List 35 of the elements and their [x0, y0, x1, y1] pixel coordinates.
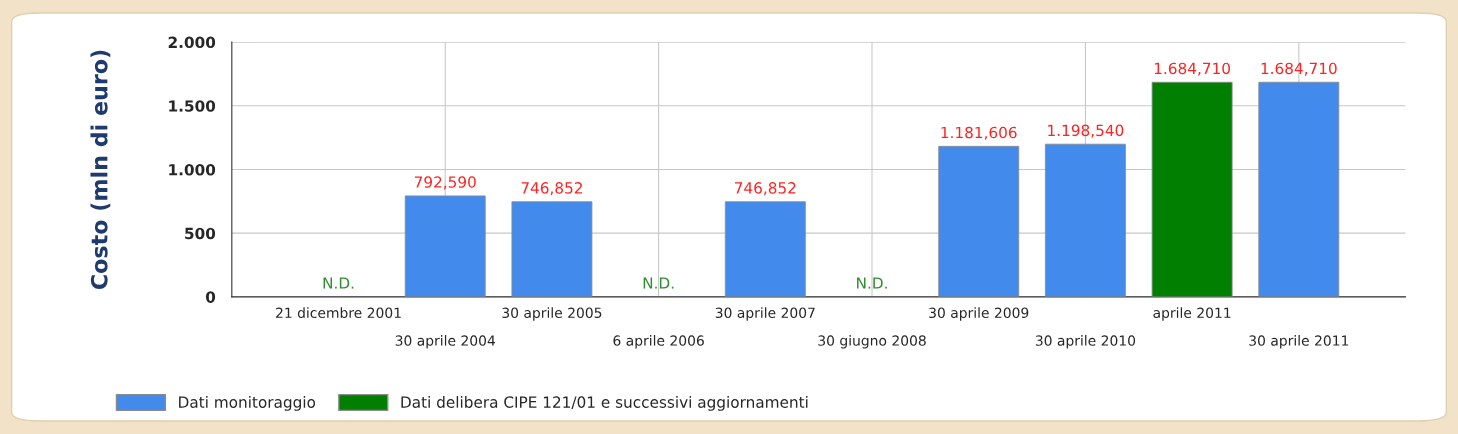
x-tick-label: 30 aprile 2010: [1035, 335, 1136, 349]
data-label: 1.684,710: [1261, 62, 1337, 76]
x-tick-label: 30 aprile 2007: [715, 307, 815, 321]
data-label: 1.198,540: [1048, 124, 1124, 138]
text: N.D.: [643, 277, 674, 289]
data-label: 746,852: [734, 182, 796, 196]
data-label: 746,852: [521, 182, 582, 196]
x-tick-label: 30 aprile 2009: [929, 307, 1029, 321]
x-tick-label: 6 aprile 2006: [613, 335, 704, 349]
legend-label: Dati monitoraggio: [179, 396, 316, 411]
x-tick-label: 30 aprile 2005: [502, 307, 602, 321]
data-label: 1.181,606: [941, 126, 1017, 140]
x-tick-label: 30 aprile 2011: [1249, 335, 1349, 349]
x-tick-label: aprile 2011: [1153, 307, 1231, 321]
bar: [1258, 81, 1340, 297]
data-label: 1.684,710: [1154, 62, 1230, 76]
x-tick-label: 30 aprile 2004: [395, 335, 496, 349]
bar: [404, 195, 486, 297]
text: N.D.: [857, 277, 887, 289]
bar: [938, 145, 1020, 297]
x-tick-label: 21 dicembre 2001: [276, 307, 401, 319]
data-label: 792,590: [414, 176, 476, 190]
x-tick-label: 30 giugno 2008: [818, 335, 926, 349]
bar: [511, 201, 593, 297]
bar: [1151, 81, 1233, 297]
y-tick-label: 1.500: [169, 100, 216, 112]
text: N.D.: [323, 277, 354, 289]
y-axis-title: Costo (mln di euro): [90, 50, 111, 290]
legend-label: Dati delibera CIPE 121/01 e successivi aggiornamenti: [401, 396, 808, 411]
y-tick-label: 2.000: [168, 36, 216, 49]
bar: [1044, 143, 1126, 297]
bar: [724, 201, 806, 297]
y-tick-label: 0: [205, 291, 216, 303]
y-tick-label: 1.000: [169, 163, 216, 176]
y-tick-label: 500: [185, 227, 216, 240]
